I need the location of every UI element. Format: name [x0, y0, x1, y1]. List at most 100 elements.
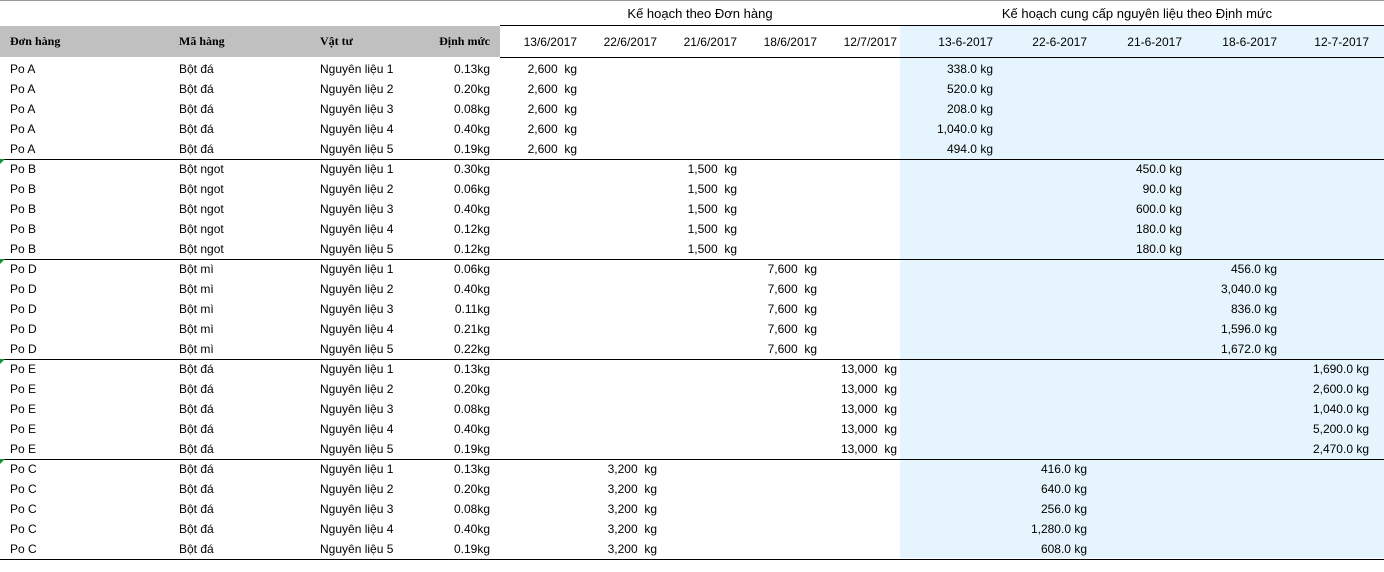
cell-supply-qty[interactable]: 1,040.0 kg — [936, 122, 993, 136]
header-order[interactable]: Đơn hàng — [0, 26, 170, 57]
cell-supply-qty[interactable]: 600.0 kg — [1135, 202, 1182, 216]
cell-plan-qty[interactable]: 7,600 kg — [767, 342, 817, 356]
header-item[interactable]: Mã hàng — [170, 26, 311, 57]
cell-material[interactable]: Nguyên liệu 3 — [320, 302, 394, 316]
cell-order[interactable]: Po A — [10, 122, 36, 136]
cell-material[interactable]: Nguyên liệu 4 — [320, 422, 394, 436]
cell-plan-qty[interactable]: 1,500 kg — [687, 162, 737, 176]
cell-supply-qty[interactable]: 1,672.0 kg — [1220, 342, 1277, 356]
cell-supply-qty[interactable]: 2,470.0 kg — [1312, 442, 1369, 456]
cell-order[interactable]: Po B — [10, 182, 37, 196]
cell-material[interactable]: Nguyên liệu 4 — [320, 522, 394, 536]
cell-plan-qty[interactable]: 3,200 kg — [607, 462, 657, 476]
cell-item[interactable]: Bột đá — [179, 502, 214, 516]
cell-supply-qty[interactable]: 416.0 kg — [1040, 462, 1087, 476]
cell-plan-qty[interactable]: 1,500 kg — [687, 182, 737, 196]
cell-material[interactable]: Nguyên liệu 2 — [320, 482, 394, 496]
cell-rate[interactable]: 0.40kg — [453, 282, 490, 296]
header-supply-date[interactable]: 18-6-2017 — [1222, 34, 1277, 49]
cell-material[interactable]: Nguyên liệu 1 — [320, 62, 394, 76]
cell-plan-qty[interactable]: 13,000 kg — [840, 402, 897, 416]
cell-material[interactable]: Nguyên liệu 5 — [320, 242, 394, 256]
cell-plan-qty[interactable]: 13,000 kg — [840, 422, 897, 436]
cell-supply-qty[interactable]: 450.0 kg — [1135, 162, 1182, 176]
cell-rate[interactable]: 0.08kg — [453, 102, 490, 116]
cell-rate[interactable]: 0.08kg — [453, 402, 490, 416]
cell-supply-qty[interactable]: 608.0 kg — [1040, 542, 1087, 556]
cell-item[interactable]: Bột đá — [179, 102, 214, 116]
cell-plan-qty[interactable]: 2,600 kg — [527, 82, 577, 96]
cell-item[interactable]: Bột mì — [179, 302, 214, 316]
cell-plan-qty[interactable]: 3,200 kg — [607, 522, 657, 536]
cell-material[interactable]: Nguyên liệu 2 — [320, 82, 394, 96]
cell-order[interactable]: Po C — [10, 502, 37, 516]
cell-plan-qty[interactable]: 3,200 kg — [607, 542, 657, 556]
cell-order[interactable]: Po E — [10, 422, 37, 436]
cell-supply-qty[interactable]: 494.0 kg — [946, 142, 993, 156]
cell-material[interactable]: Nguyên liệu 3 — [320, 202, 394, 216]
cell-material[interactable]: Nguyên liệu 1 — [320, 462, 394, 476]
header-supply-date[interactable]: 13-6-2017 — [938, 34, 993, 49]
cell-order[interactable]: Po A — [10, 102, 36, 116]
cell-order[interactable]: Po D — [10, 282, 37, 296]
header-supply-date[interactable]: 12-7-2017 — [1314, 34, 1369, 49]
cell-item[interactable]: Bột đá — [179, 542, 214, 556]
cell-plan-qty[interactable]: 1,500 kg — [687, 242, 737, 256]
cell-order[interactable]: Po A — [10, 82, 36, 96]
cell-material[interactable]: Nguyên liệu 1 — [320, 362, 394, 376]
cell-plan-qty[interactable]: 13,000 kg — [840, 442, 897, 456]
cell-item[interactable]: Bột đá — [179, 482, 214, 496]
cell-order[interactable]: Po D — [10, 322, 37, 336]
cell-item[interactable]: Bột đá — [179, 402, 214, 416]
cell-material[interactable]: Nguyên liệu 5 — [320, 142, 394, 156]
cell-plan-qty[interactable]: 2,600 kg — [527, 102, 577, 116]
cell-material[interactable]: Nguyên liệu 5 — [320, 442, 394, 456]
cell-order[interactable]: Po A — [10, 142, 36, 156]
cell-supply-qty[interactable]: 1,040.0 kg — [1312, 402, 1369, 416]
cell-rate[interactable]: 0.40kg — [453, 522, 490, 536]
cell-rate[interactable]: 0.13kg — [453, 362, 490, 376]
cell-rate[interactable]: 0.40kg — [453, 422, 490, 436]
header-plan-date[interactable]: 12/7/2017 — [843, 34, 897, 49]
cell-rate[interactable]: 0.20kg — [453, 482, 490, 496]
cell-order[interactable]: Po B — [10, 242, 37, 256]
cell-order[interactable]: Po B — [10, 202, 37, 216]
cell-supply-qty[interactable]: 2,600.0 kg — [1312, 382, 1369, 396]
cell-item[interactable]: Bột mì — [179, 322, 214, 336]
cell-supply-qty[interactable]: 836.0 kg — [1230, 302, 1277, 316]
cell-item[interactable]: Bột mì — [179, 342, 214, 356]
cell-item[interactable]: Bột ngot — [179, 242, 224, 256]
header-supply-date[interactable]: 22-6-2017 — [1032, 34, 1087, 49]
cell-item[interactable]: Bột ngot — [179, 222, 224, 236]
cell-plan-qty[interactable]: 3,200 kg — [607, 502, 657, 516]
cell-supply-qty[interactable]: 208.0 kg — [946, 102, 993, 116]
header-plan-date[interactable]: 21/6/2017 — [683, 34, 737, 49]
cell-item[interactable]: Bột đá — [179, 442, 214, 456]
cell-item[interactable]: Bột đá — [179, 462, 214, 476]
cell-material[interactable]: Nguyên liệu 4 — [320, 222, 394, 236]
cell-material[interactable]: Nguyên liệu 3 — [320, 402, 394, 416]
cell-material[interactable]: Nguyên liệu 5 — [320, 542, 394, 556]
cell-plan-qty[interactable]: 2,600 kg — [527, 122, 577, 136]
cell-item[interactable]: Bột đá — [179, 122, 214, 136]
cell-rate[interactable]: 0.11kg — [454, 302, 490, 316]
cell-item[interactable]: Bột ngot — [179, 162, 224, 176]
cell-item[interactable]: Bột ngot — [179, 182, 224, 196]
cell-rate[interactable]: 0.40kg — [453, 122, 490, 136]
cell-order[interactable]: Po C — [10, 482, 37, 496]
cell-order[interactable]: Po E — [10, 402, 37, 416]
cell-material[interactable]: Nguyên liệu 1 — [320, 162, 394, 176]
cell-rate[interactable]: 0.30kg — [453, 162, 490, 176]
cell-supply-qty[interactable]: 338.0 kg — [946, 62, 993, 76]
cell-plan-qty[interactable]: 3,200 kg — [607, 482, 657, 496]
cell-order[interactable]: Po C — [10, 542, 37, 556]
cell-rate[interactable]: 0.06kg — [453, 182, 490, 196]
cell-rate[interactable]: 0.19kg — [453, 542, 490, 556]
cell-rate[interactable]: 0.13kg — [453, 62, 490, 76]
cell-material[interactable]: Nguyên liệu 1 — [320, 262, 394, 276]
cell-item[interactable]: Bột mì — [179, 282, 214, 296]
header-material[interactable]: Vật tư — [311, 26, 420, 57]
cell-rate[interactable]: 0.40kg — [453, 202, 490, 216]
cell-rate[interactable]: 0.22kg — [453, 342, 490, 356]
cell-order[interactable]: Po E — [10, 442, 37, 456]
